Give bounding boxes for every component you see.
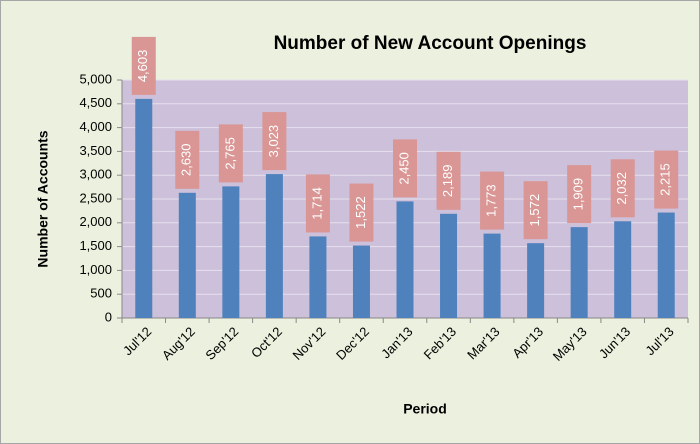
data-label-box [610, 159, 635, 218]
y-tick-label: 2,500 [79, 190, 112, 205]
chart-title: Number of New Account Openings [274, 33, 587, 54]
data-label: 2,630 [179, 144, 194, 177]
x-axis-title: Period [403, 401, 447, 417]
data-label-box [393, 139, 417, 198]
y-tick-label: 3,500 [79, 143, 112, 158]
data-label-box [654, 150, 679, 209]
data-label-box [175, 130, 200, 189]
data-label: 2,032 [614, 172, 629, 205]
bar [309, 236, 327, 318]
bar [657, 212, 675, 318]
data-label: 1,522 [353, 196, 368, 229]
y-tick-label: 1,000 [79, 262, 112, 277]
data-label-box [567, 165, 592, 224]
data-label: 4,603 [135, 50, 150, 83]
data-label-box [305, 174, 330, 233]
bar [178, 192, 196, 318]
data-label-box [349, 183, 374, 242]
bar [135, 98, 153, 318]
y-tick-label: 1,500 [79, 238, 112, 253]
data-label: 2,189 [440, 165, 455, 198]
data-label: 1,714 [309, 187, 324, 220]
data-label-box [218, 124, 243, 183]
y-tick-label: 5,000 [79, 71, 112, 86]
y-axis-title: Number of Accounts [35, 130, 51, 267]
y-tick-label: 2,000 [79, 214, 112, 229]
data-label: 1,572 [527, 194, 542, 227]
data-label-box [436, 151, 461, 210]
data-label-box [480, 171, 505, 230]
y-tick-label: 0 [105, 309, 112, 324]
bar [352, 245, 370, 318]
y-tick-label: 500 [90, 286, 112, 301]
y-tick-label: 4,000 [79, 119, 112, 134]
bar [483, 233, 501, 318]
bar [440, 213, 458, 318]
data-label: 1,909 [571, 178, 586, 211]
data-label: 2,215 [658, 163, 673, 196]
y-tick-label: 3,000 [79, 167, 112, 182]
bar [396, 201, 414, 318]
data-label-box [262, 112, 287, 171]
data-label: 3,023 [266, 125, 281, 158]
bar [222, 186, 240, 318]
bar [527, 243, 545, 318]
bar [570, 227, 588, 318]
bar [614, 221, 632, 318]
data-label: 1,773 [484, 184, 499, 217]
bar [265, 174, 283, 318]
data-label: 2,450 [396, 152, 411, 185]
data-label: 2,765 [222, 137, 237, 170]
data-label-box [523, 181, 548, 240]
y-tick-label: 4,500 [79, 95, 112, 110]
data-label-box [131, 36, 156, 95]
